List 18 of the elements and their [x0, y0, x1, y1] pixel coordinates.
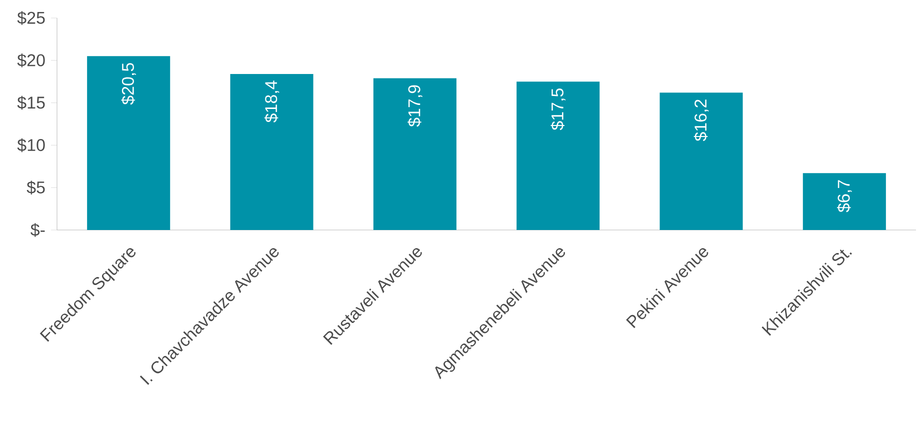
- data-label: $17,5: [550, 88, 566, 130]
- y-tick-label: $25: [17, 11, 45, 25]
- bar: [230, 74, 314, 230]
- data-label: $17,9: [408, 85, 422, 127]
- bar: [802, 173, 886, 230]
- y-tick-label: $-: [30, 223, 45, 237]
- bar: [87, 56, 170, 230]
- y-tick-label: $5: [26, 180, 45, 194]
- data-label: $6,7: [837, 180, 852, 212]
- y-tick-label: $10: [17, 138, 45, 152]
- bar: [660, 92, 743, 230]
- data-label: $16,2: [694, 100, 709, 142]
- bar: [373, 78, 456, 230]
- data-label: $20,5: [121, 63, 136, 105]
- y-tick-label: $15: [17, 96, 45, 110]
- bar: [516, 82, 600, 230]
- data-label: $18,4: [264, 80, 280, 123]
- y-tick-label: $20: [17, 54, 45, 68]
